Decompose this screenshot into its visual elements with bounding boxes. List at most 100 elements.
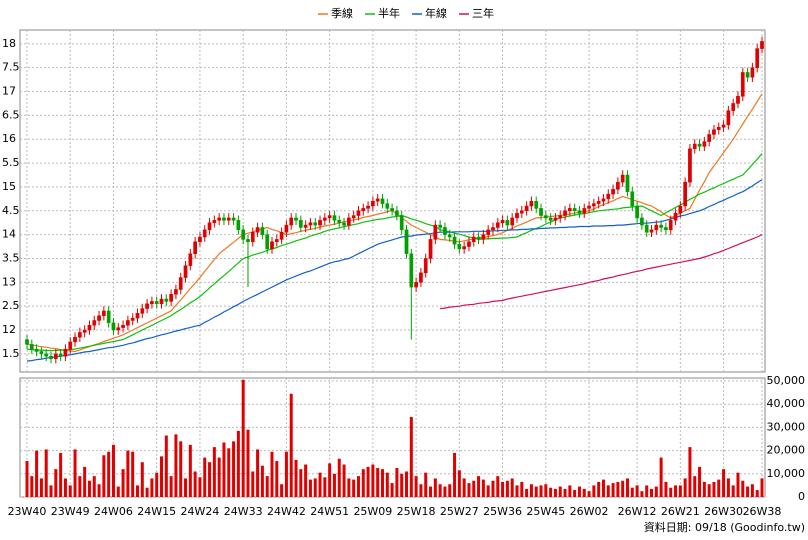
volume-bar <box>111 444 115 497</box>
candle-body <box>409 253 414 288</box>
candle-body <box>97 315 101 321</box>
volume-bar <box>83 466 87 497</box>
volume-bar <box>539 485 543 497</box>
candle-body <box>736 96 740 104</box>
volume-bar <box>251 471 255 497</box>
volume-bar <box>227 448 231 497</box>
x-tick-label: 26W21 <box>661 505 700 518</box>
volume-bar <box>347 478 351 497</box>
volume-tick-label: 40,000 <box>767 397 806 410</box>
candle-body <box>519 210 524 214</box>
volume-bar <box>501 481 505 497</box>
volume-bar <box>280 484 284 497</box>
volume-bar <box>155 472 159 497</box>
volume-bar <box>616 481 620 497</box>
candle-body <box>606 193 611 200</box>
candle-body <box>49 356 53 359</box>
volume-bar <box>688 447 692 497</box>
candle-body <box>121 325 125 328</box>
candle-body <box>702 141 707 147</box>
footnote: 資料日期: 09/18 (Goodinfo.tw) <box>644 520 805 534</box>
candle-body <box>726 110 731 126</box>
candle-body <box>664 227 668 231</box>
volume-bar <box>265 476 269 497</box>
candle-body <box>116 327 121 331</box>
volume-bar <box>304 464 308 497</box>
x-tick-label: 26W38 <box>743 505 782 518</box>
candle-body <box>183 265 188 278</box>
volume-bar <box>73 449 77 497</box>
candle-body <box>39 351 44 355</box>
x-tick-label: 26W30 <box>704 505 743 518</box>
candle-body <box>34 348 39 352</box>
candle-body <box>308 222 313 226</box>
x-tick-label: 25W27 <box>440 505 479 518</box>
candle-body <box>207 222 212 231</box>
candle-body <box>625 174 630 192</box>
candle-body <box>500 220 505 223</box>
volume-bar <box>371 464 375 497</box>
candle-body <box>577 210 582 214</box>
volume-bar <box>284 451 288 497</box>
candle-body <box>313 222 318 226</box>
volume-bar <box>467 483 471 497</box>
volume-bar <box>702 481 706 497</box>
candle-body <box>423 258 428 274</box>
legend-label: 半年 <box>378 6 400 20</box>
volume-bar <box>92 476 96 497</box>
x-tick-label: 24W51 <box>310 505 349 518</box>
x-tick-label: 26W02 <box>570 505 609 518</box>
volume-bar <box>246 429 250 497</box>
candle-body <box>539 208 543 216</box>
candle-body <box>135 313 140 319</box>
candle-body <box>279 231 284 240</box>
candle-body <box>692 143 697 150</box>
candle-body <box>332 215 337 221</box>
candle-body <box>356 210 361 216</box>
volume-bar <box>640 491 644 497</box>
volume-bar <box>760 478 764 497</box>
volume-bar <box>294 459 298 497</box>
volume-bar <box>352 479 356 497</box>
candle-body <box>515 212 519 219</box>
volume-bar <box>356 476 360 497</box>
candle-body <box>327 215 332 219</box>
candle-body <box>145 303 149 309</box>
candle-body <box>563 210 567 216</box>
y-tick-label: 4.5 <box>2 204 20 217</box>
volume-bar <box>49 485 53 497</box>
legend-label: 季線 <box>331 6 353 20</box>
candle-body <box>688 148 692 183</box>
volume-bar <box>87 480 91 497</box>
candle-body <box>342 222 346 226</box>
candle-body <box>433 224 438 240</box>
volume-bar <box>107 451 111 497</box>
candle-body <box>462 246 467 250</box>
candle-body <box>298 220 303 228</box>
y-tick-label: 14 <box>2 228 16 241</box>
volume-bar <box>683 478 687 497</box>
volume-bar <box>645 485 649 497</box>
candle-body <box>635 205 639 219</box>
y-tick-label: 2.5 <box>2 299 20 312</box>
candle-body <box>452 236 457 245</box>
volume-bar <box>135 485 139 497</box>
volume-bar <box>308 479 312 497</box>
volume-bar <box>63 478 67 497</box>
volume-bar <box>390 483 394 497</box>
volume-bar <box>496 476 500 497</box>
candle-body <box>154 301 159 305</box>
volume-bar <box>203 457 207 497</box>
candle-body <box>111 322 116 331</box>
candle-body <box>102 310 106 316</box>
candle-body <box>668 220 673 231</box>
volume-bar <box>342 464 346 497</box>
x-tick-label: 25W09 <box>353 505 392 518</box>
candle-body <box>274 239 279 243</box>
candle-body <box>731 103 736 111</box>
volume-bar <box>486 485 490 497</box>
volume-bar <box>400 473 404 497</box>
volume-bar <box>188 444 192 497</box>
volume-tick-label: 0 <box>798 490 805 503</box>
